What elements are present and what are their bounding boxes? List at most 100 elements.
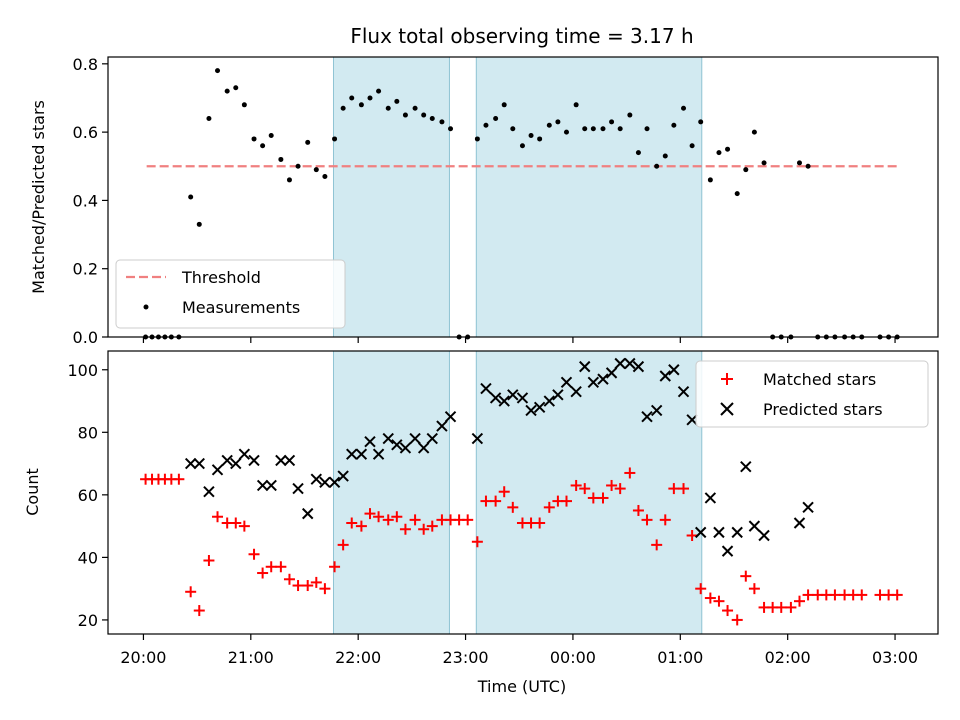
predicted-star-point: [248, 454, 260, 467]
legend-predicted-swatch: [720, 402, 734, 416]
matched-star-point: [651, 539, 663, 551]
y-tick-label: 20: [78, 611, 98, 630]
predicted-star-point: [641, 410, 653, 423]
bottom-legend-box: [695, 360, 929, 428]
measurement-point: [681, 105, 687, 111]
measurement-point: [590, 126, 596, 132]
predicted-star-point: [230, 457, 242, 470]
measurement-point: [278, 156, 284, 162]
predicted-star-point: [740, 460, 752, 473]
predicted-star-point: [560, 376, 573, 388]
predicted-star-point: [552, 389, 564, 401]
top-panel: 0.00.20.40.60.8 Matched/Predicted stars …: [29, 55, 939, 347]
measurement-point: [528, 133, 534, 139]
matched-star-point: [570, 479, 582, 491]
measurement-point: [322, 174, 328, 180]
predicted-star-point: [579, 360, 591, 373]
matched-star-point: [471, 536, 483, 548]
predicted-star-point: [659, 370, 671, 382]
x-tick-label: 03:00: [872, 648, 918, 667]
matched-star-point: [302, 580, 314, 592]
matched-star-point: [587, 492, 599, 504]
predicted-star-point: [337, 470, 349, 482]
predicted-star-point: [624, 357, 636, 370]
predicted-star-point: [650, 404, 663, 417]
top-x-ticks: [142, 337, 896, 343]
matched-star-point: [659, 514, 671, 526]
chart-title: Flux total observing time = 3.17 h: [350, 24, 693, 48]
predicted-star-point: [516, 392, 529, 404]
predicted-star-point: [193, 457, 205, 470]
measurement-point: [349, 95, 355, 101]
matched-star-point: [173, 473, 185, 485]
matched-star-point: [355, 520, 367, 532]
measurement-point: [439, 119, 445, 125]
measurement-point: [671, 122, 677, 128]
predicted-star-point: [444, 410, 457, 423]
measurement-point: [805, 163, 811, 169]
legend-measurements-label: Measurements: [182, 298, 300, 317]
measurement-point: [421, 112, 427, 118]
matched-star-point: [686, 529, 698, 541]
matched-star-point: [740, 570, 752, 582]
bottom-panel: 20 40 60 80 100 20:00 21:00 22:00 23:00 00:00 01:…: [23, 350, 939, 696]
legend-measurements-swatch: [143, 304, 149, 310]
legend-threshold-label: Threshold: [181, 268, 261, 287]
matched-star-point: [678, 483, 690, 495]
predicted-star-point: [694, 526, 707, 539]
measurement-point: [600, 126, 606, 132]
matched-star-point: [480, 495, 492, 507]
y-tick-label: 80: [78, 423, 98, 442]
bottom-shaded-spans: [332, 350, 703, 635]
x-axis-label: Time (UTC): [477, 677, 566, 696]
measurement-point: [340, 105, 346, 111]
measurement-point: [609, 119, 615, 125]
measurement-point: [716, 150, 722, 156]
observing-span-2: [475, 350, 703, 635]
predicted-star-point: [328, 476, 341, 489]
measurement-point: [555, 119, 561, 125]
predicted-star-point: [758, 529, 770, 542]
matched-star-point: [641, 514, 653, 526]
matched-star-point: [713, 595, 725, 607]
measurement-point: [796, 160, 802, 166]
measurement-point: [241, 102, 247, 108]
measurement-point: [751, 129, 757, 135]
matched-star-point: [230, 517, 242, 529]
matched-star-point: [364, 508, 376, 520]
top-y-axis: 0.0 0.2 0.4 0.6 0.8: [73, 55, 108, 347]
predicted-star-point: [256, 479, 269, 492]
predicted-star-point: [409, 432, 421, 445]
predicted-star-point: [275, 454, 287, 467]
x-tick-label: 20:00: [120, 648, 166, 667]
predicted-star-point: [525, 404, 537, 417]
predicted-star-point: [632, 360, 645, 373]
matched-star-point: [185, 586, 197, 598]
measurement-point: [617, 126, 623, 132]
predicted-star-point: [704, 492, 717, 504]
predicted-star-point: [507, 389, 519, 401]
matched-star-point: [283, 573, 295, 585]
measurement-point: [286, 177, 292, 183]
predicted-star-point: [570, 385, 582, 398]
predicted-star-point: [489, 392, 502, 404]
measurement-point: [402, 112, 408, 118]
measurement-point: [313, 167, 319, 173]
predicted-star-point: [346, 448, 358, 460]
measurement-point: [662, 153, 668, 159]
predicted-star-point: [372, 448, 385, 460]
measurement-point: [215, 68, 221, 74]
measurement-point: [295, 163, 301, 169]
x-tick-label: 21:00: [228, 648, 274, 667]
predicted-star-point: [265, 479, 277, 492]
matched-star-point: [409, 514, 421, 526]
measurement-point: [743, 167, 749, 173]
y-tick-label: 0.0: [73, 328, 98, 347]
predicted-star-point: [417, 442, 430, 454]
matched-star-point: [632, 504, 644, 516]
measurement-point: [519, 143, 525, 149]
matched-star-point: [490, 495, 502, 507]
matched-star-point: [462, 514, 474, 526]
matched-star-point: [391, 511, 403, 523]
matched-star-points: [140, 467, 903, 626]
